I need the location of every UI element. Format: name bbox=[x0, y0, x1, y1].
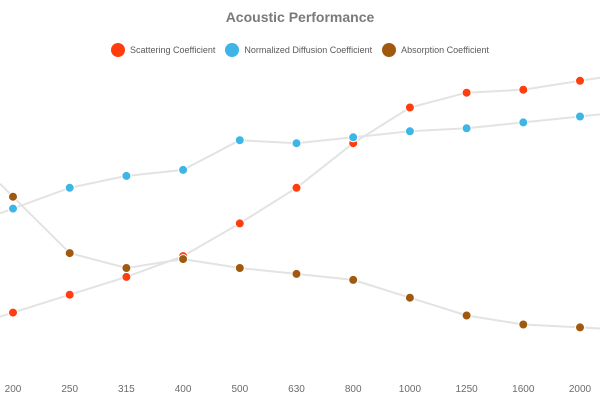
x-tick-label-1000: 1000 bbox=[399, 384, 422, 395]
legend-label-scattering: Scattering Coefficient bbox=[129, 45, 216, 55]
chart-title: Acoustic Performance bbox=[225, 9, 375, 25]
data-point-absorption-coefficient-1250[interactable] bbox=[461, 310, 472, 321]
data-point-scattering-coefficient-1600[interactable] bbox=[518, 84, 529, 95]
legend-item-absorption[interactable]: Absorption Coefficient bbox=[382, 43, 489, 57]
data-point-absorption-coefficient-400[interactable] bbox=[178, 254, 189, 265]
data-point-normalized-diffusion-coefficient-1000[interactable] bbox=[404, 126, 415, 137]
data-point-absorption-coefficient-2000[interactable] bbox=[575, 322, 585, 333]
series-line-scattering-coefficient bbox=[0, 76, 600, 318]
data-point-normalized-diffusion-coefficient-1250[interactable] bbox=[461, 123, 472, 134]
legend-item-diffusion[interactable]: Normalized Diffusion Coefficient bbox=[225, 43, 372, 57]
data-point-scattering-coefficient-1000[interactable] bbox=[404, 102, 415, 113]
data-point-normalized-diffusion-coefficient-400[interactable] bbox=[178, 164, 189, 175]
data-point-absorption-coefficient-250[interactable] bbox=[64, 248, 75, 259]
data-point-absorption-coefficient-500[interactable] bbox=[234, 263, 245, 273]
data-point-absorption-coefficient-315[interactable] bbox=[121, 263, 132, 273]
data-point-normalized-diffusion-coefficient-1600[interactable] bbox=[518, 117, 529, 128]
data-point-normalized-diffusion-coefficient-250[interactable] bbox=[64, 182, 75, 193]
x-tick-label-800: 800 bbox=[345, 384, 362, 395]
data-point-absorption-coefficient-200[interactable] bbox=[8, 191, 18, 202]
data-point-scattering-coefficient-315[interactable] bbox=[121, 271, 132, 282]
data-point-normalized-diffusion-coefficient-800[interactable] bbox=[348, 132, 359, 143]
legend-swatch-diffusion bbox=[225, 43, 240, 57]
legend-swatch-scattering bbox=[110, 43, 125, 57]
data-point-absorption-coefficient-1000[interactable] bbox=[404, 292, 415, 303]
x-tick-label-250: 250 bbox=[61, 384, 78, 395]
data-point-absorption-coefficient-1600[interactable] bbox=[518, 319, 529, 330]
data-point-scattering-coefficient-1250[interactable] bbox=[461, 87, 472, 98]
data-point-normalized-diffusion-coefficient-200[interactable] bbox=[8, 203, 18, 214]
data-point-scattering-coefficient-630[interactable] bbox=[291, 182, 302, 193]
x-tick-label-200: 200 bbox=[5, 384, 22, 395]
data-point-absorption-coefficient-630[interactable] bbox=[291, 268, 302, 279]
legend: Scattering Coefficient Normalized Diffus… bbox=[0, 43, 600, 57]
series-line-normalized-diffusion-coefficient bbox=[0, 113, 600, 215]
x-tick-label-1600: 1600 bbox=[512, 384, 535, 395]
x-tick-label-630: 630 bbox=[288, 384, 305, 395]
data-point-scattering-coefficient-2000[interactable] bbox=[575, 75, 585, 86]
data-point-normalized-diffusion-coefficient-500[interactable] bbox=[234, 135, 245, 146]
x-tick-label-2000: 2000 bbox=[569, 384, 592, 395]
data-point-scattering-coefficient-200[interactable] bbox=[8, 307, 18, 318]
x-tick-label-500: 500 bbox=[231, 384, 248, 395]
legend-label-diffusion: Normalized Diffusion Coefficient bbox=[244, 45, 373, 55]
x-tick-label-1250: 1250 bbox=[455, 384, 478, 395]
data-point-normalized-diffusion-coefficient-2000[interactable] bbox=[575, 111, 585, 122]
data-point-absorption-coefficient-800[interactable] bbox=[348, 274, 359, 285]
series-line-absorption-coefficient bbox=[0, 182, 600, 330]
x-tick-label-315: 315 bbox=[118, 384, 135, 395]
x-tick-label-400: 400 bbox=[175, 384, 192, 395]
data-point-scattering-coefficient-500[interactable] bbox=[234, 218, 245, 229]
data-point-scattering-coefficient-250[interactable] bbox=[64, 289, 75, 300]
legend-label-absorption: Absorption Coefficient bbox=[401, 45, 489, 55]
data-point-normalized-diffusion-coefficient-630[interactable] bbox=[291, 138, 302, 149]
legend-item-scattering[interactable]: Scattering Coefficient bbox=[110, 43, 216, 57]
legend-swatch-absorption bbox=[382, 43, 397, 57]
data-point-normalized-diffusion-coefficient-315[interactable] bbox=[121, 170, 132, 181]
